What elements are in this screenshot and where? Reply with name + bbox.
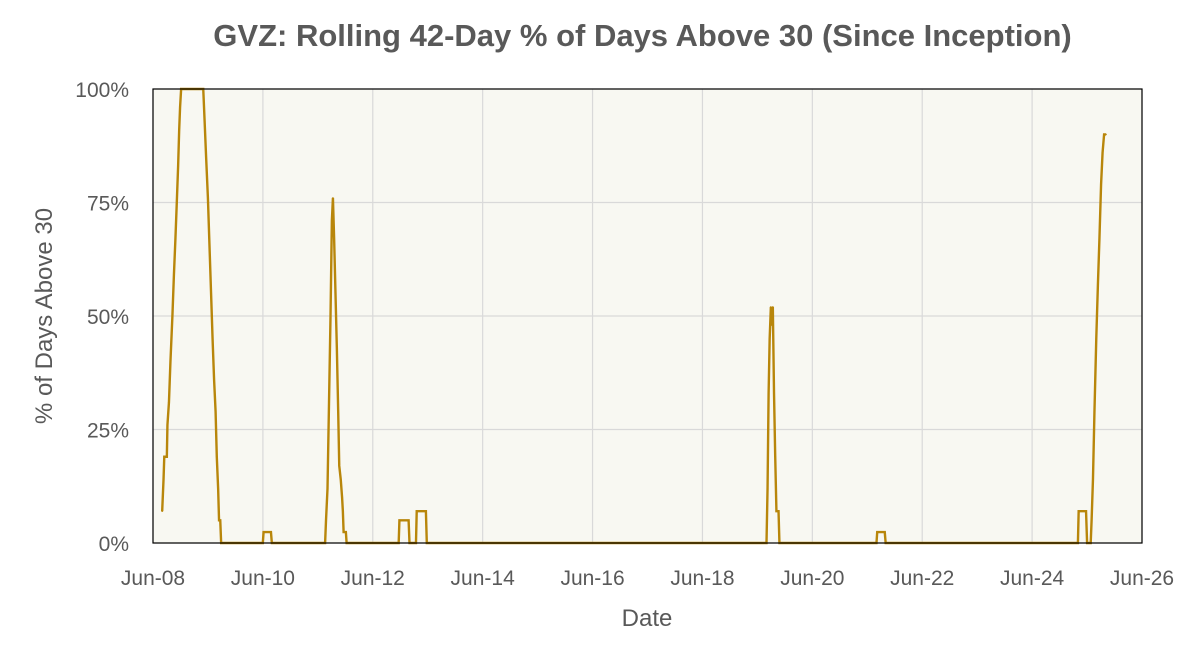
data-point (207, 197, 209, 199)
data-point (168, 401, 170, 404)
data-point (766, 487, 769, 490)
data-point (205, 156, 207, 158)
data-point (169, 360, 172, 363)
data-point (883, 531, 886, 533)
data-point (1103, 133, 1105, 136)
data-point (270, 531, 272, 533)
data-point (1095, 337, 1098, 340)
data-point (179, 106, 181, 108)
data-point (331, 219, 333, 222)
data-point (1101, 151, 1104, 154)
data-point (162, 478, 165, 481)
data-point (338, 465, 341, 467)
data-point (342, 510, 344, 513)
x-tick-label: Jun-24 (1000, 567, 1065, 590)
data-point (166, 424, 169, 426)
data-point (770, 324, 773, 326)
data-point (425, 510, 427, 513)
data-point (203, 119, 206, 122)
data-point (262, 531, 265, 533)
data-point (398, 519, 401, 522)
data-point (407, 519, 410, 522)
x-tick-label: Jun-12 (341, 567, 405, 590)
data-point (334, 292, 337, 295)
data-point (1105, 133, 1107, 136)
data-point (326, 487, 329, 490)
data-point (1093, 410, 1096, 413)
data-point (208, 238, 211, 240)
x-tick-label: Jun-22 (890, 567, 954, 590)
data-point (774, 455, 777, 458)
data-point (876, 531, 879, 533)
data-point (214, 410, 217, 413)
y-tick-label: 75% (87, 193, 129, 216)
data-point (341, 496, 343, 499)
data-point (777, 510, 780, 513)
data-point (773, 392, 775, 394)
plot-frame (152, 88, 1143, 544)
chart-title: GVZ: Rolling 42-Day % of Days Above 30 (… (213, 18, 1072, 53)
data-point (336, 346, 338, 349)
data-point (342, 531, 345, 533)
data-point (1100, 183, 1102, 186)
data-point (337, 410, 339, 413)
data-point (1090, 519, 1093, 522)
data-point (333, 238, 335, 240)
data-point (1098, 238, 1101, 240)
x-tick-label: Jun-08 (121, 567, 185, 590)
data-point (210, 292, 212, 295)
y-tick-label: 50% (87, 306, 129, 329)
data-point (345, 531, 347, 533)
data-point (171, 315, 174, 317)
x-tick-label: Jun-18 (670, 567, 734, 590)
data-point (328, 401, 330, 404)
data-point (163, 455, 166, 458)
x-tick-label: Jun-26 (1110, 567, 1174, 590)
data-point (1085, 510, 1087, 513)
data-point (772, 306, 774, 308)
data-point (775, 510, 778, 513)
data-point (166, 455, 168, 458)
data-point (177, 165, 179, 167)
data-point (217, 487, 219, 490)
data-point (768, 337, 771, 340)
data-point (1097, 283, 1099, 286)
data-point (218, 519, 220, 522)
x-tick-labels: Jun-08 Jun-10 Jun-12 Jun-14 Jun-16 Jun-18 Jun-… (121, 567, 1174, 590)
x-tick-label: Jun-10 (231, 567, 295, 590)
data-point (332, 197, 334, 199)
data-point (178, 129, 180, 131)
data-point (215, 455, 218, 458)
x-tick-label: Jun-20 (780, 567, 844, 590)
x-tick-label: Jun-16 (560, 567, 624, 590)
x-axis-label: Date (622, 605, 673, 632)
data-point (173, 274, 175, 276)
y-axis-label: % of Days Above 30 (31, 208, 58, 424)
data-point (767, 392, 770, 394)
data-point (1077, 510, 1080, 513)
data-point (329, 315, 332, 317)
data-point (213, 378, 215, 381)
data-point (219, 519, 222, 522)
data-point (174, 238, 177, 240)
data-point (1092, 478, 1094, 481)
data-point (211, 337, 214, 340)
x-tick-label: Jun-14 (451, 567, 516, 590)
y-tick-labels: 0% 25% 50% 75% 100% (75, 79, 129, 556)
data-point (325, 519, 327, 522)
data-point (175, 206, 178, 208)
data-point (161, 510, 163, 513)
data-point (415, 510, 418, 513)
data-point (339, 478, 342, 481)
y-tick-label: 0% (99, 533, 129, 556)
data-point (770, 306, 772, 308)
y-tick-label: 25% (87, 420, 129, 443)
y-tick-label: 100% (75, 79, 129, 102)
